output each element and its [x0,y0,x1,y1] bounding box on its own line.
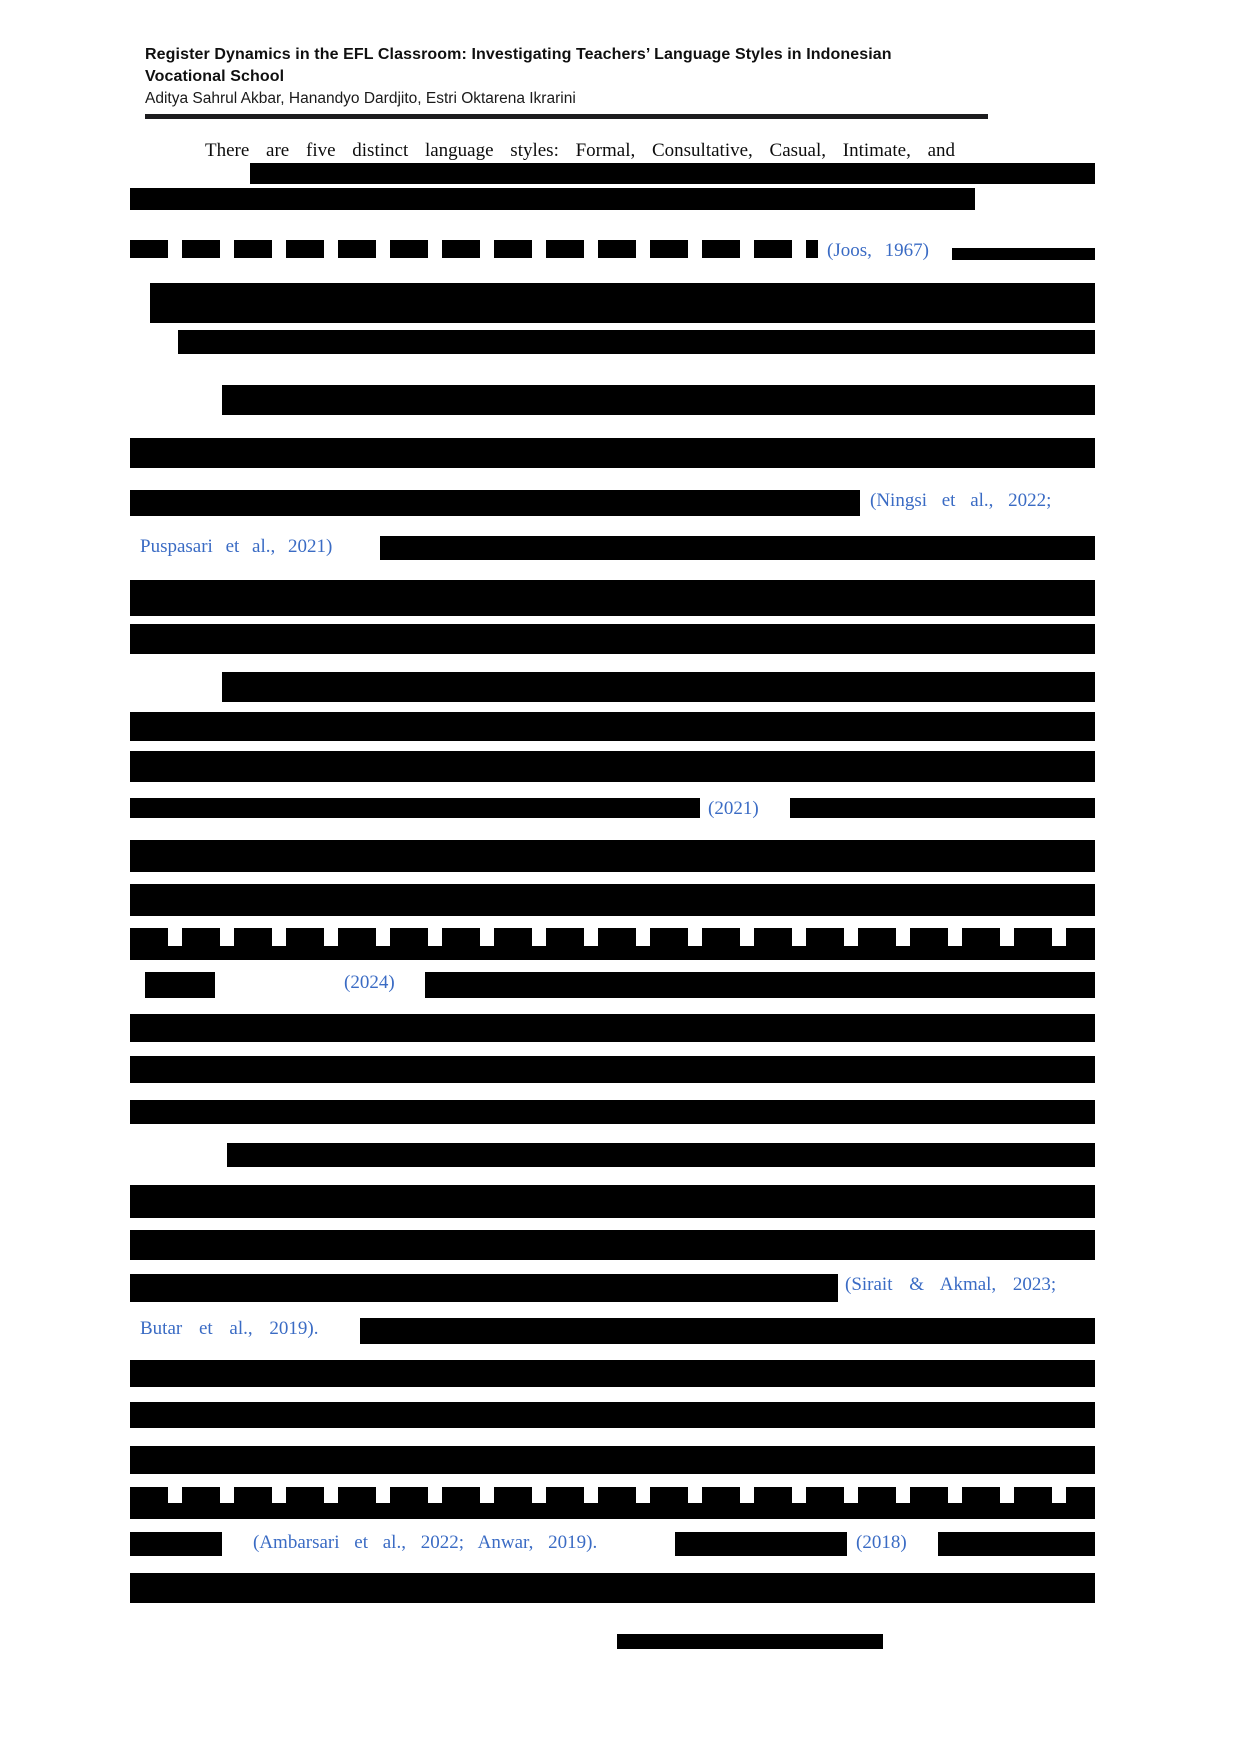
redaction-bar [130,1573,1095,1603]
redaction-bar [130,1056,1095,1083]
redaction-bar [150,283,1095,323]
redaction-fragments [130,1487,1095,1503]
redaction-bar [130,1185,1095,1218]
paper-title-line1: Register Dynamics in the EFL Classroom: … [145,46,892,63]
redaction-bar [250,163,1095,184]
redaction-bar [130,1402,1095,1428]
citation-link[interactable]: (Sirait & Akmal, 2023; [845,1274,1057,1295]
redaction-bar [130,1274,838,1302]
redaction-bar [938,1532,1095,1556]
redaction-bar [130,884,1095,916]
redaction-bar [130,1230,1095,1260]
redaction-bar [130,840,1095,872]
redaction-bar [130,1446,1095,1474]
redaction-bar [675,1532,847,1556]
redaction-bar [130,946,1095,960]
redaction-bar [130,798,700,818]
citation-link[interactable]: (2018) [856,1532,907,1553]
citation-link[interactable]: Butar et al., 2019). [140,1318,319,1339]
redaction-bar [178,330,1095,354]
redaction-bar [952,248,1095,260]
redaction-bar [790,798,1095,818]
redaction-bar [130,1100,1095,1124]
redaction-bar [130,751,1095,782]
redaction-bar [130,438,1095,468]
redaction-bar [130,580,1095,616]
redaction-bar [145,972,215,998]
redaction-bar [130,1532,222,1556]
citation-link[interactable]: (2021) [708,798,759,819]
redaction-bar [222,672,1095,702]
redaction-bar [130,490,860,516]
redaction-fragments [130,240,818,258]
redaction-bar [227,1143,1095,1167]
citation-link[interactable]: Puspasari et al., 2021) [140,536,333,557]
body-text: There are five distinct language styles:… [205,140,955,161]
redaction-bar [130,624,1095,654]
citation-link[interactable]: (Ambarsari et al., 2022; Anwar, 2019). [253,1532,598,1553]
redaction-bar [222,385,1095,415]
redaction-bar [380,536,1095,560]
redaction-bar [130,188,975,210]
redaction-bar [425,972,1095,998]
redaction-bar [130,1360,1095,1387]
redaction-bar [130,1503,1095,1519]
citation-link[interactable]: (Ningsi et al., 2022; [870,490,1052,511]
redaction-bar [617,1634,883,1649]
header-divider-rule [145,114,988,119]
paper-authors: Aditya Sahrul Akbar, Hanandyo Dardjito, … [145,90,576,107]
redaction-bar [130,1014,1095,1042]
redaction-bar [130,712,1095,741]
citation-link[interactable]: (Joos, 1967) [827,240,929,261]
redaction-fragments [130,928,1095,946]
redaction-bar [360,1318,1095,1344]
citation-link[interactable]: (2024) [344,972,395,993]
paper-title-line2: Vocational School [145,68,285,85]
